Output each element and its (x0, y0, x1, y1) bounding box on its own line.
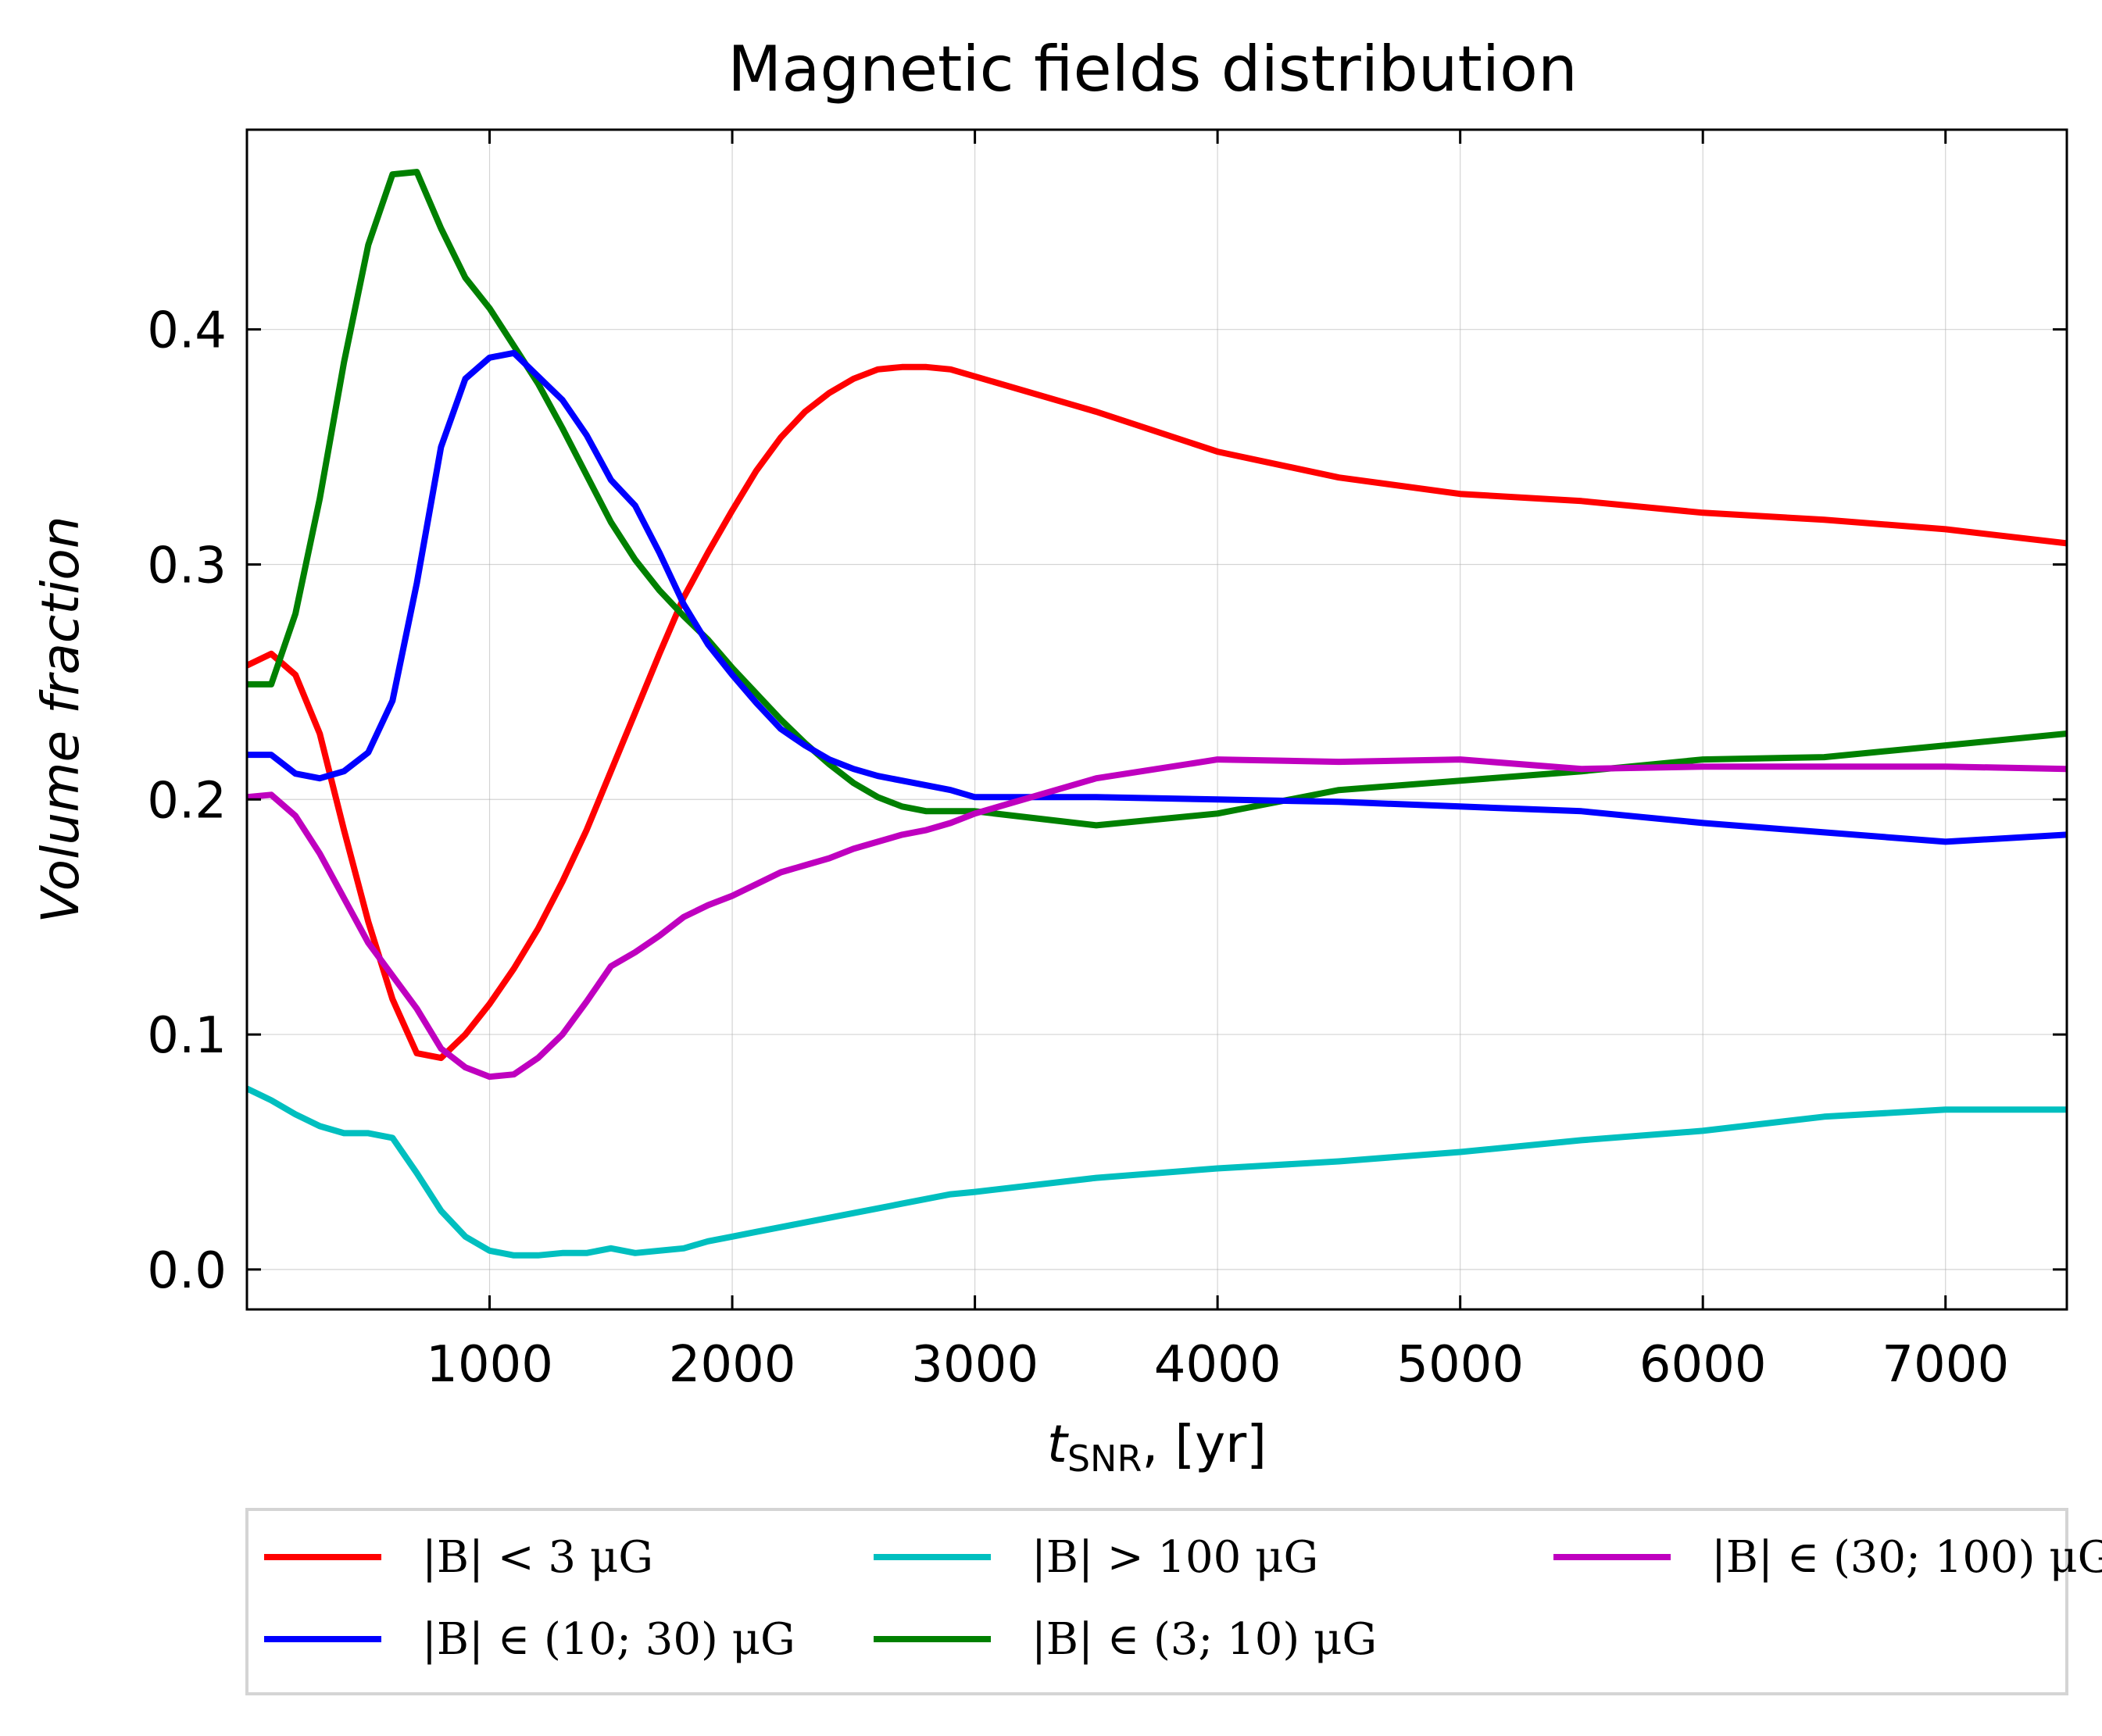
x-axis-label: tSNR, [yr] (1047, 1414, 1267, 1480)
y-axis-label: Volume fraction (30, 516, 91, 923)
y-tick-label: 0.4 (147, 302, 227, 360)
x-tick-label: 7000 (1882, 1336, 2009, 1394)
legend-label: |B| ∈ (10; 30) μG (422, 1614, 795, 1665)
legend-label: |B| ∈ (30; 100) μG (1711, 1532, 2102, 1583)
ticks: 1000 2000 3000 4000 5000 6000 7000 0.0 0.1 0.2 0.3… (147, 130, 2067, 1394)
legend-box (245, 1508, 2068, 1695)
y-tick-label: 0.1 (147, 1007, 227, 1065)
x-label-unit: , [yr] (1142, 1414, 1267, 1474)
x-label-symbol: t (1047, 1414, 1069, 1474)
series-layer (247, 169, 2067, 1259)
x-tick-label: 2000 (669, 1336, 796, 1394)
x-tick-label: 4000 (1154, 1336, 1282, 1394)
y-tick-label: 0.0 (147, 1242, 227, 1300)
series-line-4 (247, 1085, 2067, 1259)
legend-label: |B| > 100 μG (1031, 1532, 1318, 1583)
x-tick-label: 5000 (1396, 1336, 1524, 1394)
legend-label: |B| < 3 μG (422, 1532, 653, 1583)
x-tick-label: 6000 (1639, 1336, 1767, 1394)
series-line-3 (247, 756, 2067, 1081)
y-tick-label: 0.3 (147, 537, 227, 595)
series-line-2 (247, 349, 2067, 845)
chart-title: Magnetic fields distribution (727, 33, 1577, 105)
series-line-0 (247, 363, 2067, 1062)
plot-area (245, 128, 2068, 1311)
x-tick-label: 1000 (426, 1336, 553, 1394)
y-tick-label: 0.2 (147, 772, 227, 830)
legend: |B| < 3 μG |B| ∈ (10; 30) μG |B| > 100 μG |… (245, 1508, 2102, 1695)
x-label-subscript: SNR (1067, 1438, 1142, 1480)
x-tick-label: 3000 (911, 1336, 1038, 1394)
legend-label: |B| ∈ (3; 10) μG (1031, 1614, 1377, 1665)
